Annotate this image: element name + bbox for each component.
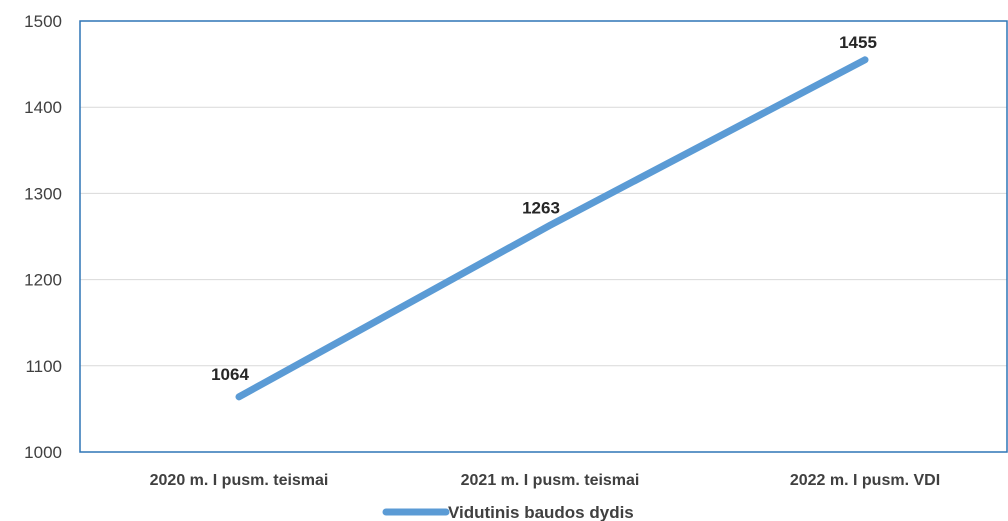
y-tick-label: 1300 [24, 184, 62, 203]
y-tick-label: 1200 [24, 271, 62, 290]
x-category-label: 2020 m. I pusm. teismai [150, 472, 329, 489]
y-tick-label: 1500 [24, 12, 62, 31]
series-line [235, 56, 869, 401]
data-label: 1455 [839, 33, 877, 52]
axes [79, 20, 1008, 453]
gridlines [80, 106, 1007, 367]
data-label: 1064 [211, 365, 249, 384]
y-tick-label: 1100 [25, 357, 62, 376]
plot-area-border [79, 20, 1008, 453]
x-category-labels: 2020 m. I pusm. teismai 2021 m. I pusm. t… [150, 472, 941, 489]
y-tick-label: 1400 [24, 98, 62, 117]
data-labels: 1064 1263 1455 [211, 33, 877, 384]
data-label: 1263 [522, 198, 560, 217]
y-tick-labels: 1000 1100 1200 1300 1400 1500 [24, 12, 62, 462]
x-category-label: 2021 m. I pusm. teismai [461, 472, 640, 489]
series-lines [235, 56, 869, 401]
legend-label: Vidutinis baudos dydis [448, 503, 634, 521]
x-category-label: 2022 m. I pusm. VDI [790, 472, 940, 489]
legend: Vidutinis baudos dydis [382, 503, 634, 521]
y-tick-label: 1000 [24, 443, 62, 462]
